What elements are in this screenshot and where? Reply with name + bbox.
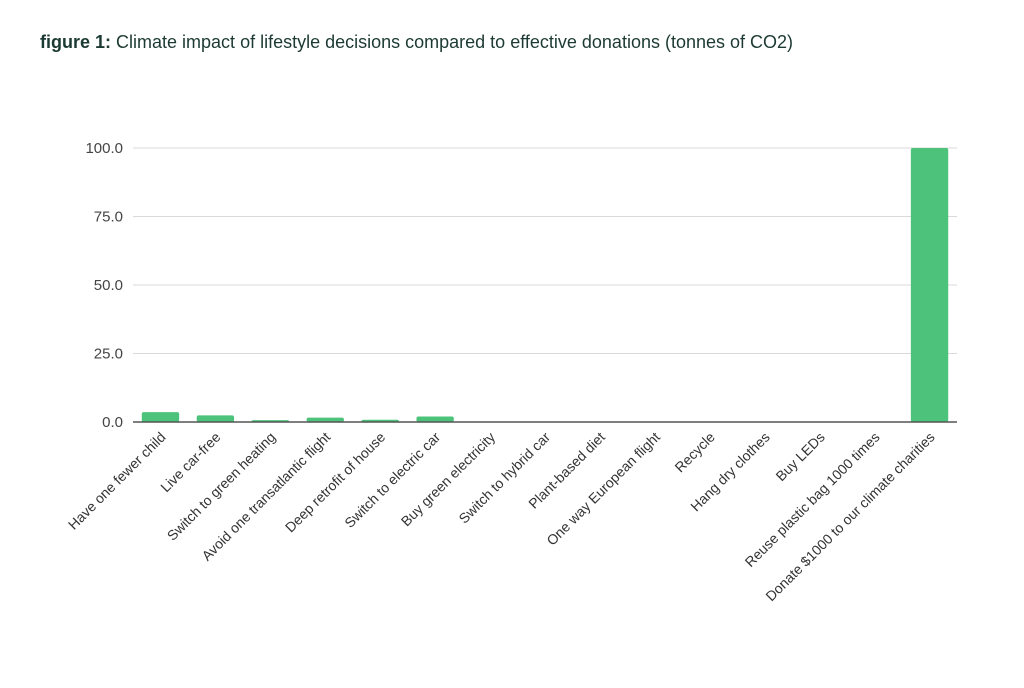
x-tick-label: Buy green electricity <box>398 429 498 529</box>
x-tick-label: Buy LEDs <box>772 429 827 484</box>
bar <box>306 417 344 422</box>
y-tick-label: 100.0 <box>85 140 123 157</box>
x-tick-label: Switch to hybrid car <box>455 429 553 527</box>
chart-title: figure 1: Climate impact of lifestyle de… <box>40 32 793 53</box>
bar <box>416 416 454 422</box>
y-tick-label: 75.0 <box>94 209 123 226</box>
bar <box>910 148 949 422</box>
bar <box>196 415 235 422</box>
x-tick-label: Switch to electric car <box>341 429 443 531</box>
y-tick-label: 0.0 <box>102 414 123 431</box>
x-tick-label: Recycle <box>671 429 718 476</box>
bar <box>141 412 180 422</box>
x-tick-label: One way European flight <box>543 429 663 549</box>
title-text: Climate impact of lifestyle decisions co… <box>116 32 794 52</box>
y-tick-label: 50.0 <box>94 277 123 294</box>
x-tick-label: Switch to green heating <box>164 429 279 544</box>
y-tick-label: 25.0 <box>94 346 123 363</box>
x-tick-label: Deep retrofit of house <box>282 429 389 536</box>
x-tick-label: Have one fewer child <box>65 429 169 533</box>
figure-label: figure 1: <box>40 32 112 52</box>
